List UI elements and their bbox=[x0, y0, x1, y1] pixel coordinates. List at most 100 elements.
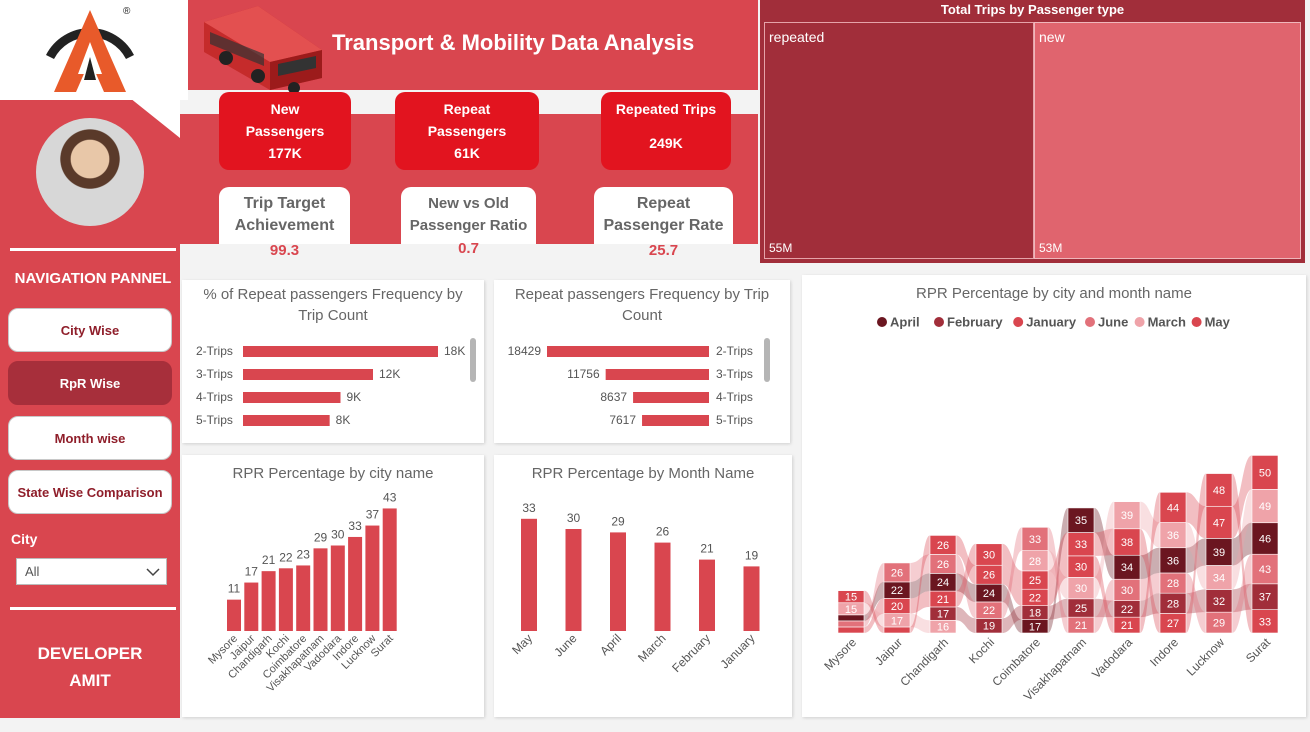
rpr-city-chart-panel: RPR Percentage by city name 11 Mysore 17 Ja… bbox=[182, 455, 484, 717]
legend-marker bbox=[1134, 317, 1145, 327]
nav-city-wise-button[interactable]: City Wise bbox=[8, 308, 172, 352]
kpi-label: New bbox=[270, 101, 300, 117]
bar-value-label: 11 bbox=[228, 582, 241, 596]
bar-category-label: 5-Trips bbox=[196, 413, 233, 427]
repeat-percent-chart-panel: % of Repeat passengers Frequency by Trip… bbox=[182, 280, 484, 443]
kpi-repeat-passengers: Repeat Passengers 61K bbox=[395, 92, 539, 170]
navigation-title: NAVIGATION PANNEL bbox=[14, 270, 172, 287]
city-filter-dropdown[interactable]: All bbox=[16, 558, 167, 585]
treemap-tile-new[interactable]: new 53M bbox=[1034, 22, 1301, 259]
kpi-label: Passenger Rate bbox=[603, 217, 724, 234]
chart-title: RPR Percentage by city name bbox=[232, 465, 434, 482]
ribbon-value-label: 28 bbox=[1167, 598, 1179, 610]
ribbon-connector bbox=[956, 606, 976, 633]
ribbon-value-label: 43 bbox=[1259, 564, 1271, 576]
kpi-ratio-value: 0.7 bbox=[458, 240, 479, 257]
bar bbox=[610, 532, 626, 631]
treemap-tile-repeated[interactable]: repeated 55M bbox=[764, 22, 1034, 259]
ribbon-connector bbox=[1002, 543, 1022, 590]
chart-title: RPR Percentage by Month Name bbox=[531, 465, 755, 482]
ribbon-value-label: 34 bbox=[1121, 562, 1133, 574]
kpi-label: Passengers bbox=[427, 123, 507, 139]
bar-value-label: 7617 bbox=[609, 413, 636, 427]
chevron-down-icon bbox=[146, 568, 160, 577]
ribbon-connector bbox=[1186, 572, 1206, 633]
rpr-city-bar-chart: 11Mysore17Jaipur21Chandigarh22Kochi23Coi… bbox=[206, 490, 397, 695]
ribbon-connector bbox=[864, 598, 884, 633]
ribbon-value-label: 17 bbox=[891, 615, 903, 627]
ribbon-value-label: 18 bbox=[1029, 608, 1041, 620]
bar-value-label: 11756 bbox=[567, 367, 600, 381]
ribbon-value-label: 16 bbox=[937, 622, 949, 634]
developer-label: DEVELOPER bbox=[37, 644, 143, 663]
ribbon-category-label: Surat bbox=[1243, 635, 1274, 666]
ribbon-segment bbox=[929, 535, 957, 555]
bar bbox=[565, 529, 582, 631]
ribbon-connector bbox=[1140, 593, 1160, 618]
kpi-label: Repeat bbox=[443, 101, 491, 117]
ribbon-value-label: 28 bbox=[1029, 556, 1041, 568]
developer-avatar bbox=[36, 118, 144, 226]
ribbon-segment bbox=[1251, 455, 1279, 490]
ribbon-value-label: 36 bbox=[1167, 530, 1179, 542]
nav-state-wise-button[interactable]: State Wise Comparison bbox=[8, 470, 172, 514]
ribbon-value-label: 46 bbox=[1259, 533, 1271, 545]
ribbon-value-label: 26 bbox=[937, 540, 949, 552]
kpi-new-passengers: New Passengers 177K bbox=[219, 92, 351, 170]
ribbon-value-label: 19 bbox=[983, 621, 995, 633]
bar-value-label: 33 bbox=[522, 501, 536, 515]
bar-category-label: February bbox=[669, 631, 713, 675]
ribbon-connector bbox=[864, 562, 884, 627]
trademark-symbol: ® bbox=[123, 6, 131, 17]
ribbon-value-label: 24 bbox=[983, 588, 995, 600]
ribbon-value-label: 48 bbox=[1213, 485, 1225, 497]
nav-rpr-wise-button[interactable]: RpR Wise bbox=[8, 361, 172, 405]
kpi-repeat-rate: Repeat Passenger Rate bbox=[594, 187, 733, 244]
bar bbox=[261, 571, 276, 631]
ribbon-value-label: 39 bbox=[1213, 547, 1225, 559]
bar bbox=[243, 392, 341, 403]
kpi-value: 61K bbox=[454, 145, 480, 161]
bar-category-label: 3-Trips bbox=[196, 367, 233, 381]
bar-value-label: 18K bbox=[444, 344, 465, 358]
repeat-percent-bar-chart: 2-Trips 18K 3-Trips 12K 4-Trips 9K 5-Trips 8K bbox=[196, 338, 476, 427]
kpi-label: Passengers bbox=[245, 123, 325, 139]
bus-icon bbox=[204, 6, 322, 94]
ribbon-connector bbox=[1232, 489, 1252, 590]
chart-title: RPR Percentage by city and month name bbox=[916, 285, 1192, 302]
bar-value-label: 43 bbox=[383, 490, 397, 504]
ribbon-value-label: 22 bbox=[1121, 604, 1133, 616]
bar-value-label: 23 bbox=[297, 547, 311, 561]
ribbon-value-label: 27 bbox=[1167, 618, 1179, 630]
bar bbox=[243, 346, 438, 357]
ribbon-category-label: Chandigarh bbox=[897, 635, 951, 689]
ribbon-value-label: 32 bbox=[1213, 596, 1225, 608]
ribbon-connector bbox=[1002, 565, 1022, 606]
ribbon-connector bbox=[1232, 583, 1252, 613]
ribbon-connector bbox=[864, 590, 884, 633]
ribbon-connector bbox=[1094, 528, 1114, 556]
ribbon-connector bbox=[864, 602, 884, 627]
legend-label: January bbox=[1026, 315, 1077, 330]
ribbon-value-label: 25 bbox=[1029, 575, 1041, 587]
legend-marker bbox=[1013, 317, 1024, 327]
ribbon-segment bbox=[1159, 492, 1187, 523]
bar bbox=[521, 518, 537, 631]
ribbon-value-label: 33 bbox=[1075, 539, 1087, 551]
kpi-trip-target-value: 99.3 bbox=[269, 242, 300, 259]
bar-category-label: 2-Trips bbox=[716, 344, 753, 358]
ribbon-value-label: 30 bbox=[1075, 562, 1087, 574]
ribbon-value-label: 30 bbox=[983, 550, 995, 562]
bar bbox=[348, 536, 363, 631]
city-filter-label: City bbox=[11, 531, 38, 547]
bar-value-label: 37 bbox=[366, 508, 380, 522]
ribbon-value-label: 15 bbox=[845, 592, 857, 604]
kpi-ratio: New vs Old Passenger Ratio bbox=[401, 187, 536, 244]
ribbon-value-label: 22 bbox=[891, 585, 903, 597]
scrollbar bbox=[764, 338, 770, 382]
page-title: Transport & Mobility Data Analysis bbox=[332, 30, 695, 55]
nav-month-wise-button[interactable]: Month wise bbox=[8, 416, 172, 460]
ribbon-connector bbox=[1140, 492, 1160, 633]
legend-marker bbox=[1191, 317, 1202, 327]
bar bbox=[743, 566, 760, 631]
